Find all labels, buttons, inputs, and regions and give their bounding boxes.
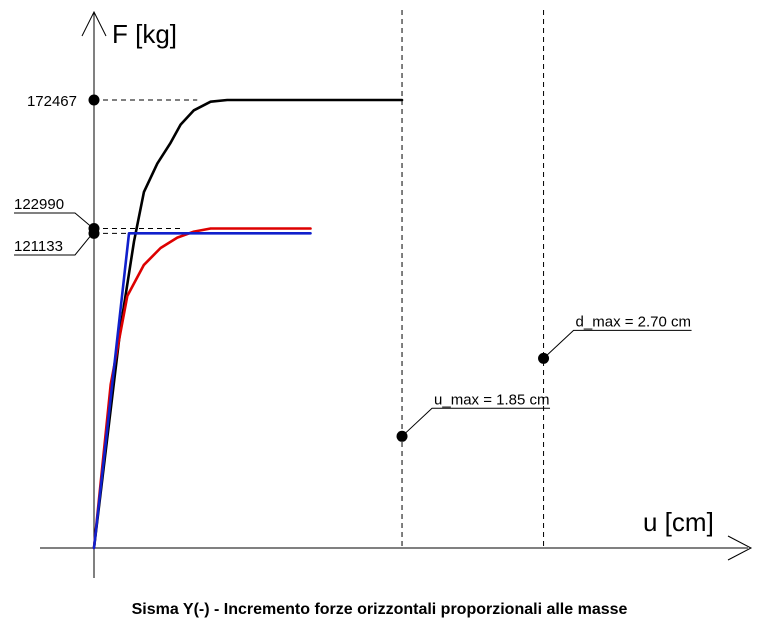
- x-axis-label: u [cm]: [643, 507, 714, 537]
- y-tick-label-1: 172467: [27, 93, 77, 110]
- y-tick-label-2: 122990: [14, 196, 64, 213]
- y-tick-marker-1: [88, 94, 100, 106]
- y-tick-label-2-leader: [14, 212, 92, 227]
- annotation-label-1: u_max = 1.85 cm: [434, 391, 549, 408]
- series-line-2: [92, 227, 312, 550]
- series-line-3: [92, 232, 312, 550]
- annotation-leader-1: [401, 407, 551, 437]
- series-line-1: [92, 98, 404, 550]
- y-tick-label-3: 121133: [14, 238, 63, 255]
- y-tick-marker-3: [88, 227, 100, 239]
- x-axis-arrow: [727, 535, 753, 561]
- y-tick-label-3-leader: [14, 235, 92, 256]
- chart-title: Sisma Y(-) - Incremento forze orizzontal…: [131, 601, 628, 618]
- annotation-label-2: d_max = 2.70 cm: [576, 313, 691, 330]
- y-axis-arrow: [81, 10, 107, 37]
- y-axis-label: F [kg]: [112, 19, 178, 49]
- annotation-leader-2: [543, 329, 692, 359]
